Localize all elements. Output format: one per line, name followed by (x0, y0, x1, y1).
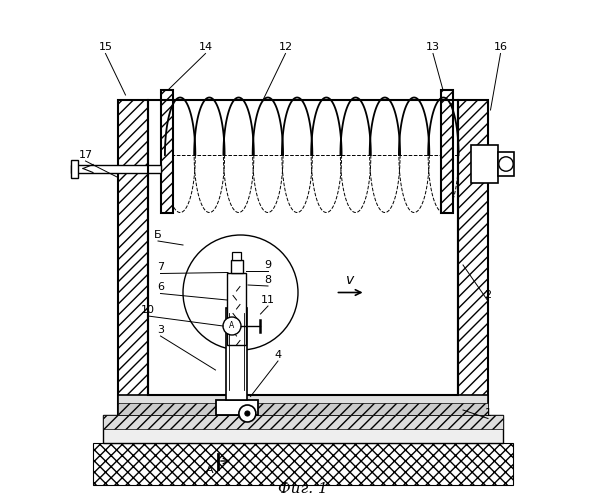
Bar (232, 252, 241, 260)
Bar (216, 400, 258, 415)
Bar (161, 90, 173, 212)
Bar (118, 395, 488, 415)
Text: 17: 17 (78, 150, 93, 160)
Text: 2: 2 (484, 290, 491, 300)
Circle shape (245, 411, 250, 416)
Text: Б: Б (154, 230, 162, 240)
Circle shape (223, 317, 241, 335)
Bar (230, 260, 243, 272)
Text: 11: 11 (261, 295, 275, 305)
Bar (103, 415, 503, 442)
Bar (70, 160, 78, 178)
Circle shape (499, 157, 513, 171)
Text: 13: 13 (426, 42, 440, 52)
Text: 16: 16 (493, 42, 507, 52)
Bar (148, 100, 458, 395)
Text: А: А (205, 465, 213, 475)
Bar (498, 152, 514, 176)
Bar (470, 145, 498, 182)
Text: 15: 15 (99, 42, 113, 52)
Text: 8: 8 (264, 275, 271, 285)
Text: 4: 4 (275, 350, 282, 360)
Bar (118, 403, 488, 415)
Circle shape (239, 405, 256, 422)
Text: А: А (230, 322, 235, 330)
Text: 1: 1 (485, 408, 491, 418)
Bar (227, 272, 246, 345)
Bar (103, 415, 503, 428)
Text: 10: 10 (141, 305, 155, 315)
Text: 9: 9 (264, 260, 271, 270)
Text: 3: 3 (157, 325, 164, 335)
Bar (458, 100, 488, 415)
Text: 6: 6 (157, 282, 164, 292)
Bar (441, 90, 453, 212)
Text: 7: 7 (157, 262, 164, 272)
Text: v: v (347, 273, 355, 287)
Bar (226, 308, 247, 400)
Bar (118, 100, 148, 415)
Bar (93, 442, 513, 485)
Text: 12: 12 (278, 42, 293, 52)
Text: 14: 14 (198, 42, 213, 52)
Bar (70, 164, 161, 172)
Text: Фиг. 1: Фиг. 1 (278, 482, 328, 496)
